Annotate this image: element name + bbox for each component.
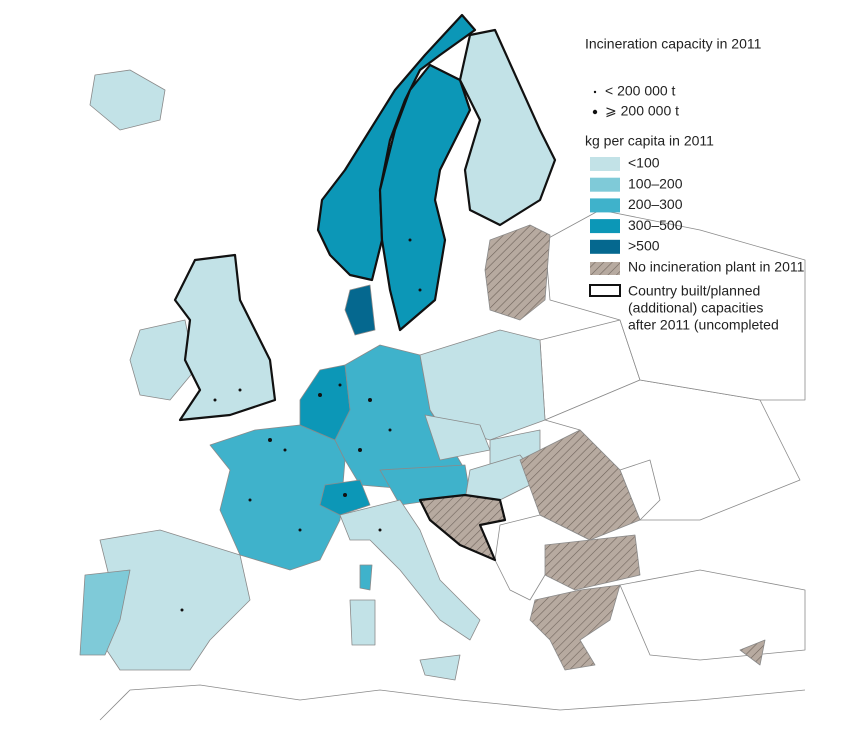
plant — [213, 398, 217, 402]
denmark — [344, 284, 376, 336]
planned-label: Country built/planned — [628, 283, 760, 299]
class-swatch — [590, 198, 620, 213]
class-label: 300–500 — [628, 217, 683, 233]
ireland — [129, 319, 196, 401]
legend: Incineration capacity in 2011 < 200 000 … — [585, 36, 805, 333]
plant — [298, 528, 302, 532]
class-swatch — [590, 157, 620, 171]
planned-swatch — [589, 284, 621, 297]
switzerland — [319, 479, 371, 516]
class-label: >500 — [628, 238, 660, 254]
class-swatch — [590, 239, 620, 254]
class-swatch — [590, 219, 620, 234]
iceland — [89, 69, 166, 131]
capacity-label: ⩾ 200 000 t — [605, 103, 679, 119]
sicily — [419, 654, 461, 681]
planned-label: after 2011 (uncompleted — [628, 317, 779, 333]
no-plant-swatch — [590, 262, 620, 275]
planned-label: (additional) capacities — [628, 300, 763, 316]
plant — [338, 383, 342, 387]
capacity-label: < 200 000 t — [605, 83, 676, 99]
united-kingdom — [173, 253, 277, 422]
plant — [408, 238, 412, 242]
plant — [283, 448, 287, 452]
baltic-states — [484, 224, 551, 321]
portugal — [79, 569, 131, 656]
poland — [419, 329, 546, 441]
plant — [238, 388, 242, 392]
turkey — [619, 569, 806, 661]
large-plant-symbol — [592, 109, 598, 115]
plant — [418, 288, 422, 292]
class-label: 200–300 — [628, 196, 683, 212]
class-label: <100 — [628, 155, 660, 171]
corsica — [359, 564, 373, 591]
croatia — [418, 493, 507, 562]
plant — [268, 438, 272, 442]
small-plant-symbol — [593, 90, 597, 94]
romania — [519, 429, 641, 541]
sardinia — [349, 599, 376, 646]
legend-title: Incineration capacity in 2011 — [585, 36, 762, 52]
neighbour-countries — [99, 209, 806, 721]
cyprus — [739, 639, 766, 666]
countries — [79, 13, 766, 681]
finland — [458, 28, 557, 227]
no-plant-label: No incineration plant in 2011 — [628, 259, 805, 275]
italy — [339, 499, 481, 641]
plant — [388, 428, 392, 432]
plant — [368, 398, 372, 402]
plant — [248, 498, 252, 502]
plant — [318, 393, 322, 397]
france — [209, 424, 346, 571]
per-capita-title: kg per capita in 2011 — [585, 133, 714, 149]
plant — [343, 493, 347, 497]
bulgaria — [544, 534, 641, 591]
plants — [180, 238, 422, 612]
plant — [358, 448, 362, 452]
greece — [529, 584, 621, 671]
class-label: 100–200 — [628, 175, 683, 191]
per-capita-classes: <100 100–200 200–300 300–500 >500 — [590, 155, 683, 254]
class-swatch — [590, 177, 620, 192]
sweden — [378, 63, 472, 332]
africa-coast — [99, 684, 806, 721]
russia — [544, 209, 806, 401]
plant — [180, 608, 184, 612]
plant — [378, 528, 382, 532]
norway — [316, 13, 477, 282]
